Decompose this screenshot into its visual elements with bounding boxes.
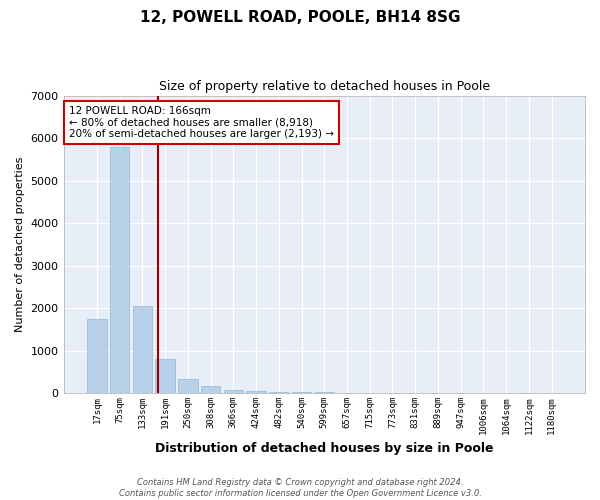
Bar <box>133 306 152 394</box>
Bar <box>110 146 130 394</box>
Title: Size of property relative to detached houses in Poole: Size of property relative to detached ho… <box>159 80 490 93</box>
X-axis label: Distribution of detached houses by size in Poole: Distribution of detached houses by size … <box>155 442 494 455</box>
Bar <box>314 392 334 394</box>
Bar <box>155 359 175 394</box>
Text: Contains HM Land Registry data © Crown copyright and database right 2024.
Contai: Contains HM Land Registry data © Crown c… <box>119 478 481 498</box>
Bar <box>337 392 356 394</box>
Text: 12 POWELL ROAD: 166sqm
← 80% of detached houses are smaller (8,918)
20% of semi-: 12 POWELL ROAD: 166sqm ← 80% of detached… <box>69 106 334 139</box>
Bar <box>224 390 243 394</box>
Text: 12, POWELL ROAD, POOLE, BH14 8SG: 12, POWELL ROAD, POOLE, BH14 8SG <box>140 10 460 25</box>
Y-axis label: Number of detached properties: Number of detached properties <box>15 156 25 332</box>
Bar <box>269 392 289 394</box>
Bar <box>201 386 220 394</box>
Bar <box>247 391 266 394</box>
Bar <box>292 392 311 394</box>
Bar <box>178 380 197 394</box>
Bar <box>87 319 107 394</box>
